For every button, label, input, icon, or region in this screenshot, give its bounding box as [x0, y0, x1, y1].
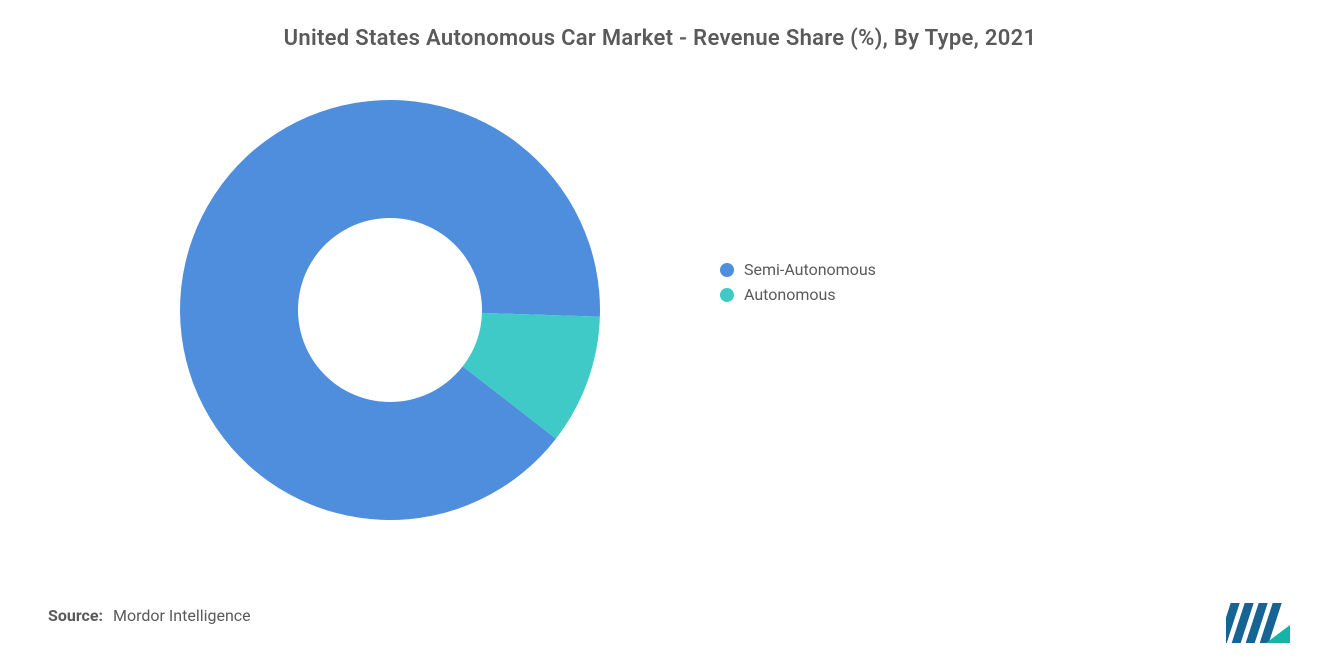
legend: Semi-Autonomous Autonomous	[720, 260, 876, 310]
legend-item-autonomous: Autonomous	[720, 285, 876, 304]
donut-chart	[180, 100, 600, 520]
donut-slice-semi-autonomous	[180, 100, 600, 520]
legend-swatch	[720, 263, 734, 277]
legend-item-semi-autonomous: Semi-Autonomous	[720, 260, 876, 279]
chart-title: United States Autonomous Car Market - Re…	[0, 26, 1320, 51]
source-footer: Source: Mordor Intelligence	[48, 606, 251, 625]
legend-swatch	[720, 288, 734, 302]
source-label: Source:	[48, 606, 103, 625]
donut-svg	[180, 100, 600, 520]
brand-logo-icon	[1226, 599, 1290, 643]
legend-label: Autonomous	[744, 285, 836, 304]
source-value: Mordor Intelligence	[113, 606, 251, 625]
legend-label: Semi-Autonomous	[744, 260, 876, 279]
